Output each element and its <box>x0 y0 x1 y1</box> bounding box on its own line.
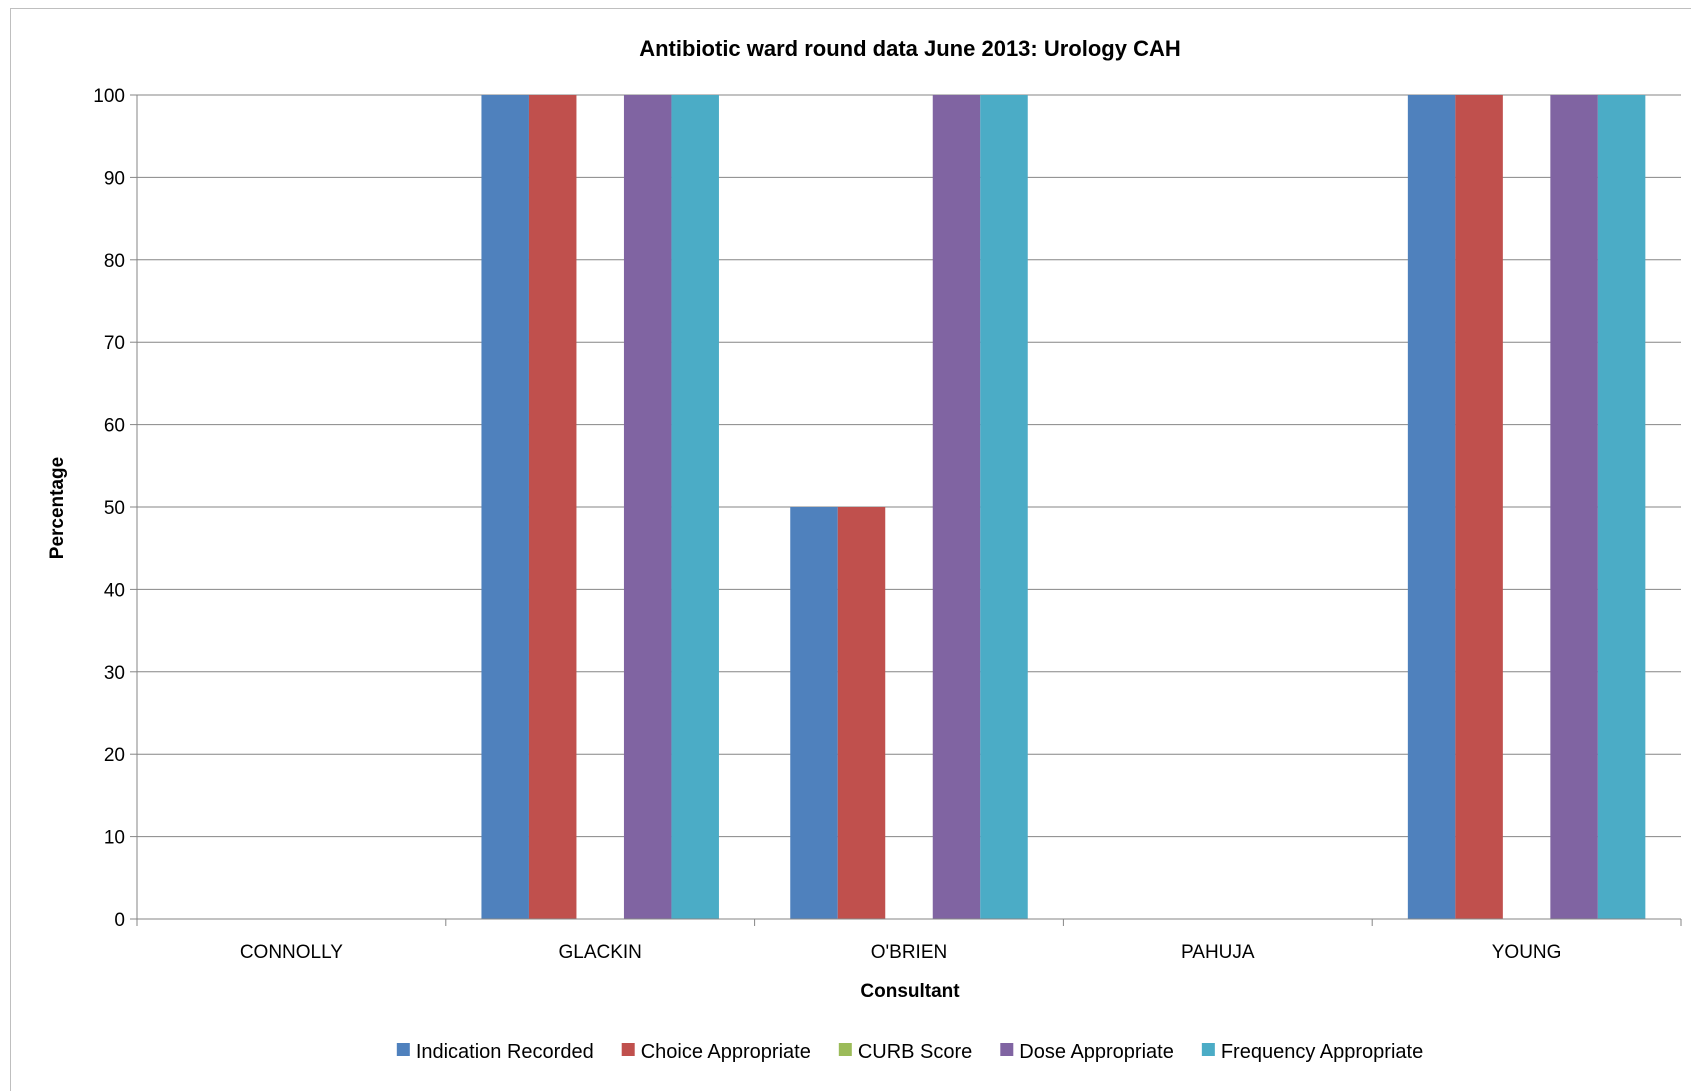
bar <box>1550 95 1598 919</box>
bar <box>1597 95 1646 919</box>
y-tick-label: 40 <box>104 580 125 601</box>
bar <box>623 95 672 919</box>
bar <box>1407 95 1456 919</box>
x-tick-label: CONNOLLY <box>240 942 343 963</box>
legend: Indication Recorded Choice Appropriate CUR… <box>396 1041 1423 1063</box>
y-axis-title: Percentage <box>47 457 68 559</box>
legend-label: Indication Recorded <box>416 1041 594 1063</box>
x-tick-label: PAHUJA <box>1181 942 1255 963</box>
y-axis-ticks: 0 10 20 30 40 50 60 70 80 90 100 <box>93 86 137 931</box>
legend-swatch <box>1201 1043 1215 1056</box>
y-tick-label: 0 <box>114 910 125 931</box>
y-tick-label: 20 <box>104 745 125 766</box>
legend-item: Indication Recorded <box>396 1041 594 1063</box>
y-tick-label: 30 <box>104 663 125 684</box>
y-tick-label: 90 <box>104 168 125 189</box>
axes <box>136 95 1681 920</box>
y-tick-label: 50 <box>104 498 125 519</box>
bar <box>528 95 577 919</box>
bars <box>481 95 1646 919</box>
x-tick-label: O'BRIEN <box>871 942 947 963</box>
legend-label: Frequency Appropriate <box>1221 1041 1423 1063</box>
x-axis-ticks: CONNOLLY GLACKIN O'BRIEN PAHUJA YOUNG <box>136 919 1682 963</box>
legend-label: Dose Appropriate <box>1019 1041 1174 1063</box>
x-tick-label: YOUNG <box>1492 942 1562 963</box>
y-tick-label: 60 <box>104 416 125 437</box>
legend-label: CURB Score <box>858 1041 972 1063</box>
bar <box>1455 95 1503 919</box>
y-tick-label: 100 <box>93 86 125 107</box>
legend-swatch <box>621 1043 635 1056</box>
bar <box>790 507 838 919</box>
legend-swatch <box>1000 1043 1014 1056</box>
x-tick-label: GLACKIN <box>558 942 641 963</box>
legend-swatch <box>838 1043 852 1056</box>
y-tick-label: 80 <box>104 251 125 272</box>
legend-item: Choice Appropriate <box>621 1041 811 1063</box>
bar <box>837 507 886 919</box>
legend-swatch <box>396 1043 410 1056</box>
y-tick-label: 70 <box>104 333 125 354</box>
legend-label: Choice Appropriate <box>641 1041 811 1063</box>
legend-item: Frequency Appropriate <box>1201 1041 1423 1063</box>
x-axis-title: Consultant <box>860 981 960 1002</box>
chart-title: Antibiotic ward round data June 2013: Ur… <box>639 36 1181 61</box>
bar <box>980 95 1028 919</box>
bar <box>932 95 981 919</box>
legend-item: Dose Appropriate <box>1000 1041 1174 1063</box>
bar <box>481 95 529 919</box>
bar <box>671 95 719 919</box>
legend-item: CURB Score <box>838 1041 972 1063</box>
y-tick-label: 10 <box>104 828 125 849</box>
